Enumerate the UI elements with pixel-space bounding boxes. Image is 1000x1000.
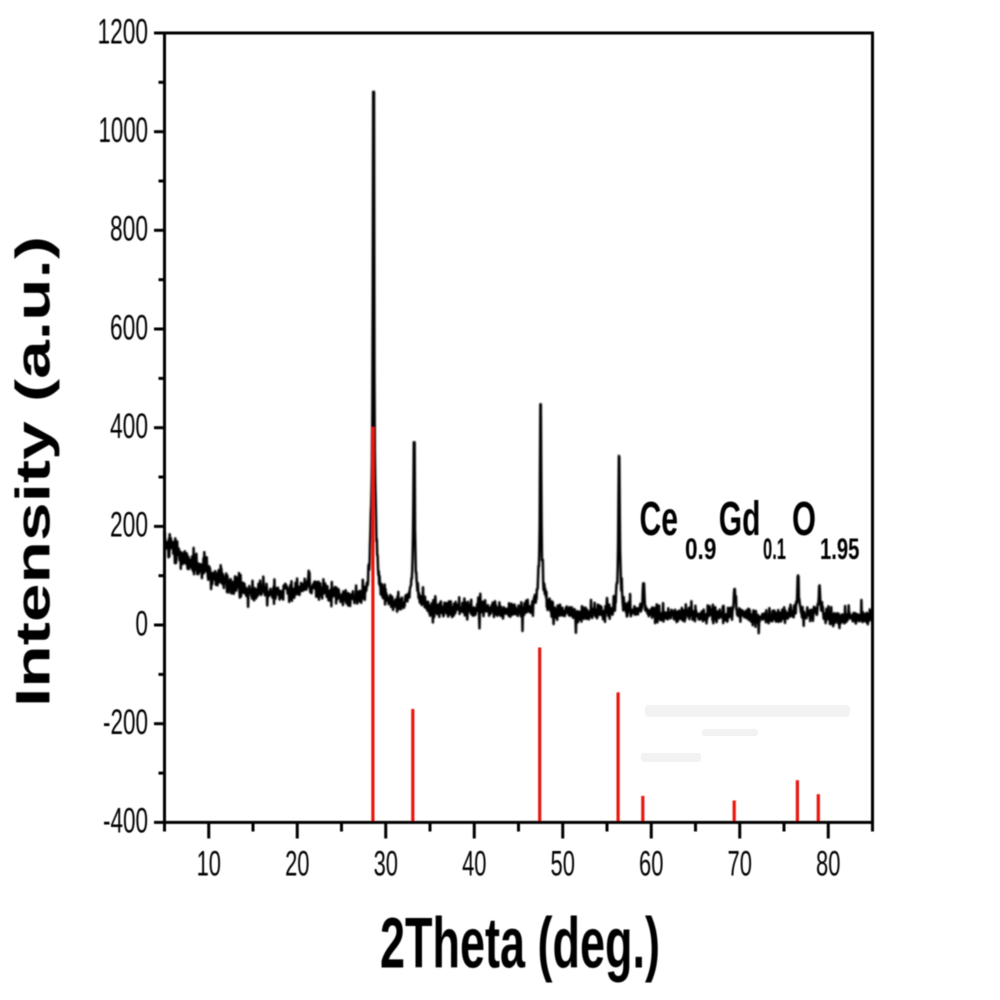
svg-text:Gd: Gd — [719, 493, 761, 546]
svg-text:O: O — [792, 493, 816, 546]
svg-text:Ce: Ce — [640, 493, 679, 546]
svg-text:200: 200 — [110, 506, 148, 545]
svg-text:2Theta (deg.): 2Theta (deg.) — [380, 904, 660, 983]
svg-text:20: 20 — [285, 845, 309, 884]
svg-text:Intensity (a.u.): Intensity (a.u.) — [7, 236, 60, 707]
svg-text:-400: -400 — [103, 802, 148, 841]
svg-text:0: 0 — [135, 604, 148, 643]
svg-text:80: 80 — [816, 845, 840, 884]
svg-text:60: 60 — [639, 845, 663, 884]
svg-text:1200: 1200 — [98, 12, 149, 51]
svg-text:50: 50 — [551, 845, 575, 884]
svg-text:40: 40 — [462, 845, 486, 884]
svg-text:600: 600 — [110, 308, 148, 347]
svg-text:800: 800 — [110, 210, 148, 249]
svg-text:0.9: 0.9 — [685, 533, 716, 566]
svg-text:-200: -200 — [103, 703, 148, 742]
svg-text:70: 70 — [728, 845, 752, 884]
svg-text:400: 400 — [110, 407, 148, 446]
svg-text:10: 10 — [197, 845, 221, 884]
svg-text:1000: 1000 — [99, 111, 149, 150]
svg-text:30: 30 — [374, 845, 398, 884]
svg-text:1.95: 1.95 — [820, 533, 859, 566]
svg-text:0.1: 0.1 — [763, 533, 786, 566]
